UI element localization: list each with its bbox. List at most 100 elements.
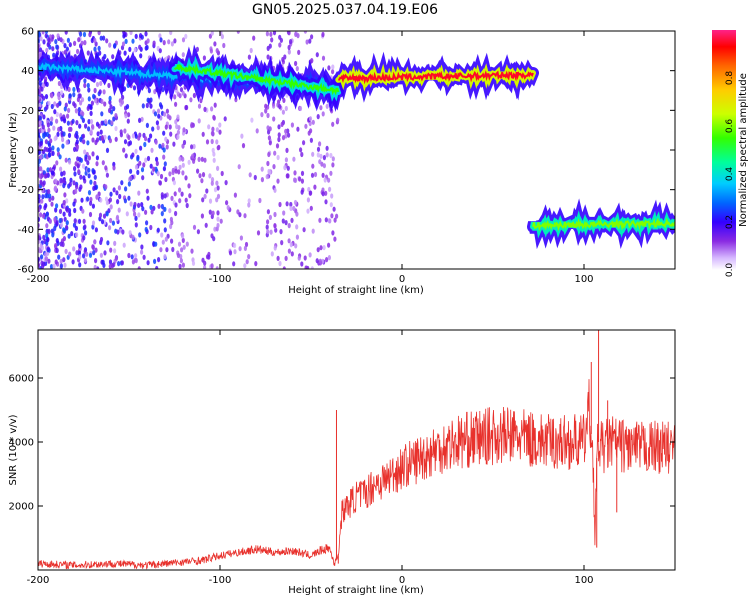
noise-point (210, 263, 214, 269)
noise-point (323, 177, 327, 183)
noise-point (138, 44, 142, 50)
noise-point (131, 133, 135, 139)
noise-point (203, 265, 207, 269)
noise-point (287, 44, 291, 51)
noise-point (46, 246, 51, 252)
noise-point (300, 178, 304, 184)
noise-point (93, 174, 97, 180)
noise-point (95, 155, 99, 161)
noise-point (266, 209, 270, 215)
noise-point (129, 201, 133, 207)
noise-point (62, 179, 66, 185)
noise-point (293, 177, 297, 183)
noise-point (284, 128, 288, 134)
noise-point (59, 37, 63, 43)
noise-point (50, 103, 54, 110)
noise-point (47, 100, 51, 106)
noise-point (87, 190, 92, 196)
noise-point (86, 50, 90, 56)
noise-point (281, 135, 286, 141)
noise-point (129, 175, 133, 181)
noise-point (93, 239, 97, 245)
noise-point (287, 238, 291, 244)
noise-point (39, 154, 43, 160)
noise-point (52, 52, 56, 58)
noise-point (295, 234, 299, 240)
noise-point (49, 120, 53, 126)
noise-point (41, 263, 45, 269)
noise-point (39, 140, 44, 146)
noise-point (284, 220, 288, 226)
noise-point (101, 160, 105, 166)
noise-point (157, 113, 161, 119)
noise-point (278, 201, 282, 208)
noise-point (297, 255, 301, 261)
noise-point (331, 230, 335, 236)
noise-point (256, 230, 261, 236)
noise-point (72, 92, 76, 98)
noise-point (45, 223, 49, 229)
noise-point (333, 217, 337, 223)
noise-point (316, 114, 320, 120)
noise-point (42, 133, 46, 139)
noise-point (304, 265, 308, 269)
noise-point (124, 186, 128, 192)
noise-point (146, 97, 150, 103)
noise-point (335, 213, 339, 219)
noise-point (238, 212, 242, 218)
noise-point (49, 138, 53, 144)
noise-point (165, 247, 169, 253)
noise-point (178, 164, 182, 170)
noise-point (94, 247, 98, 253)
noise-point (117, 207, 121, 213)
noise-point (87, 119, 91, 125)
noise-point (89, 196, 93, 203)
noise-point (178, 187, 182, 193)
noise-point (181, 162, 185, 168)
noise-point (66, 37, 70, 43)
noise-point (287, 223, 291, 229)
noise-point (91, 224, 95, 230)
noise-point (175, 124, 179, 130)
noise-point (93, 46, 97, 52)
noise-point (174, 119, 178, 125)
noise-point (82, 253, 86, 259)
noise-point (187, 159, 191, 165)
noise-point (68, 251, 72, 257)
noise-point (163, 206, 167, 212)
noise-point (281, 56, 285, 63)
noise-point (163, 193, 167, 199)
noise-point (185, 241, 189, 247)
noise-point (162, 154, 166, 160)
noise-point (336, 117, 340, 123)
noise-point (53, 101, 57, 107)
x-tick-label: 0 (399, 575, 405, 586)
noise-point (94, 258, 98, 264)
colorbar-label: Normalized spectral amplitude (738, 73, 749, 227)
noise-point (167, 39, 171, 45)
noise-point (71, 118, 75, 124)
noise-point (100, 120, 104, 126)
noise-point (149, 133, 153, 139)
noise-point (156, 108, 161, 114)
noise-point (318, 159, 322, 165)
noise-point (149, 103, 153, 109)
colorbar-tick-label: 0.0 (725, 263, 735, 278)
noise-point (120, 260, 124, 266)
noise-point (236, 31, 240, 34)
noise-point (276, 178, 280, 184)
noise-point (86, 140, 90, 146)
noise-point (150, 147, 154, 153)
noise-point (165, 108, 169, 114)
noise-point (198, 173, 202, 179)
noise-point (50, 116, 54, 122)
noise-point (208, 173, 212, 179)
noise-point (64, 31, 68, 35)
noise-point (316, 247, 320, 253)
noise-point (279, 229, 283, 235)
noise-point (47, 127, 51, 133)
noise-point (300, 151, 304, 158)
noise-point (45, 47, 49, 53)
noise-point (81, 111, 85, 117)
